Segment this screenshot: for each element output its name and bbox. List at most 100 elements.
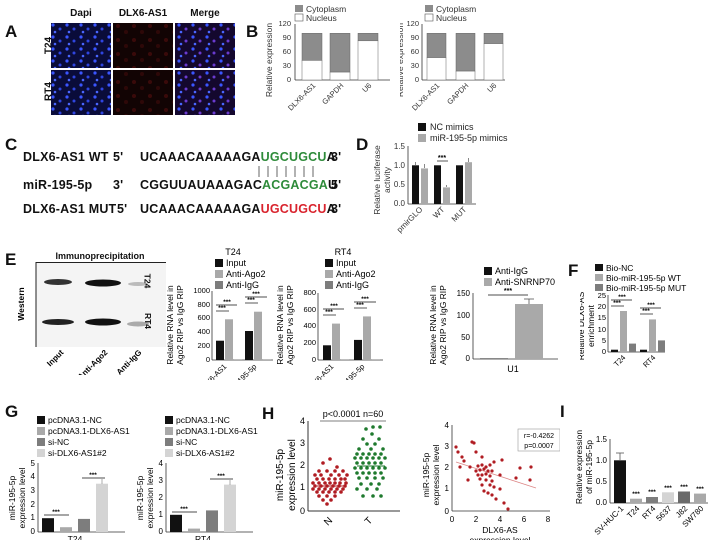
corr-xlabel-2: expression level [470, 535, 531, 540]
svg-text:0: 0 [287, 75, 291, 84]
svg-text:2: 2 [31, 500, 36, 509]
svg-text:0: 0 [300, 506, 305, 516]
svg-text:***: *** [642, 308, 650, 315]
svg-text:400: 400 [303, 321, 316, 330]
svg-text:1: 1 [445, 484, 450, 493]
svg-text:U1: U1 [507, 364, 519, 374]
svg-text:***: *** [223, 299, 231, 306]
svg-text:RT4: RT4 [641, 353, 657, 369]
svg-text:0: 0 [445, 507, 450, 516]
chart-b-right: Cytoplasm Nucleus Relative expression 12… [400, 4, 505, 112]
image-merge-t24 [175, 23, 235, 68]
svg-text:SV-HUC-1: SV-HUC-1 [593, 504, 626, 537]
svg-text:0: 0 [206, 355, 210, 364]
svg-text:RT4: RT4 [335, 247, 352, 257]
svg-text:50: 50 [461, 333, 470, 342]
chart-g-rt4: pcDNA3.1-NC pcDNA3.1-DLX6-AS1 si-NC si-D… [135, 415, 258, 540]
svg-text:150: 150 [457, 289, 471, 298]
blot-title: Immunoprecipitation [55, 251, 145, 261]
svg-text:60: 60 [283, 47, 291, 56]
svg-text:3: 3 [31, 486, 36, 495]
svg-text:Western: Western [16, 287, 26, 320]
svg-text:T: T [363, 515, 375, 527]
svg-text:0: 0 [159, 527, 164, 536]
blot-lane-labels: Input Anti-Ago2 Anti-IgG [45, 348, 143, 375]
seq-mut: UCAAACAAAAAGAUGCUGCUA [140, 202, 336, 216]
svg-text:miR-195-5p: miR-195-5p [332, 362, 366, 380]
svg-text:1.5: 1.5 [596, 435, 608, 444]
svg-text:***: *** [247, 297, 255, 304]
svg-text:***: *** [696, 486, 704, 493]
svg-text:5637: 5637 [654, 504, 673, 523]
svg-text:120: 120 [406, 19, 419, 28]
svg-text:***: *** [438, 155, 446, 162]
svg-text:T24: T24 [625, 504, 642, 521]
svg-text:pmirGLO: pmirGLO [395, 205, 424, 234]
svg-text:0: 0 [415, 75, 419, 84]
seq-name-mut: DLX6-AS1 MUT [23, 202, 117, 216]
svg-text:0.5: 0.5 [596, 477, 608, 486]
svg-text:Anti-SNRNP70: Anti-SNRNP70 [495, 277, 555, 287]
svg-text:0: 0 [450, 515, 455, 524]
svg-text:0: 0 [31, 527, 36, 536]
svg-text:4: 4 [31, 472, 36, 481]
svg-text:Relative expression: Relative expression [264, 23, 274, 97]
svg-text:Ago2 RIP vs IgG RIP: Ago2 RIP vs IgG RIP [175, 285, 185, 365]
svg-text:600: 600 [197, 313, 210, 322]
svg-text:pcDNA3.1-NC: pcDNA3.1-NC [48, 415, 102, 425]
svg-text:RT4: RT4 [195, 534, 211, 540]
svg-text:4: 4 [445, 421, 450, 430]
svg-text:Input: Input [336, 258, 357, 268]
svg-text:60: 60 [411, 47, 419, 56]
svg-text:si-NC: si-NC [48, 437, 69, 447]
panel-label-e: E [5, 250, 17, 269]
svg-text:Anti-IgG: Anti-IgG [226, 280, 259, 290]
svg-text:pcDNA3.1-DLX6-AS1: pcDNA3.1-DLX6-AS1 [176, 426, 258, 436]
seq-end3-mir: 5' [331, 178, 342, 192]
svg-text:Cytoplasm: Cytoplasm [436, 4, 476, 14]
svg-text:***: *** [361, 296, 369, 303]
seq-name-wt: DLX6-AS1 WT [23, 150, 109, 164]
svg-text:MUT: MUT [450, 205, 469, 224]
seq-end5-mir: 3' [113, 178, 124, 192]
svg-text:6: 6 [522, 515, 527, 524]
svg-text:800: 800 [303, 288, 316, 297]
blot-row-t24: T24 [142, 273, 153, 289]
svg-text:15: 15 [598, 313, 606, 322]
svg-text:r=-0.4262: r=-0.4262 [524, 433, 554, 440]
image-dapi-rt4 [51, 70, 111, 115]
svg-text:200: 200 [303, 338, 316, 347]
svg-text:1000: 1000 [193, 286, 210, 295]
svg-text:1: 1 [159, 510, 164, 519]
svg-text:***: *** [252, 291, 260, 298]
chart-f-enrichment: Bio-NC Bio-miR-195-5p WT Bio-miR-195-5p … [580, 263, 686, 369]
svg-text:***: *** [218, 305, 226, 312]
panel-label-d: D [356, 135, 369, 154]
svg-text:3: 3 [300, 438, 305, 448]
panel-label-a: A [5, 22, 18, 41]
svg-text:Anti-IgG: Anti-IgG [336, 280, 369, 290]
svg-text:2: 2 [159, 493, 164, 502]
svg-text:0.5: 0.5 [394, 180, 406, 189]
svg-text:***: *** [613, 300, 621, 307]
svg-text:5: 5 [602, 336, 606, 345]
svg-text:NC mimics: NC mimics [430, 122, 474, 132]
svg-text:DLX6-AS1: DLX6-AS1 [197, 362, 228, 380]
image-dlx6-rt4 [113, 70, 173, 115]
svg-text:T24: T24 [68, 534, 83, 540]
svg-text:Relative RNA level in: Relative RNA level in [165, 285, 175, 365]
svg-text:miR-195-5p mimics: miR-195-5p mimics [430, 133, 508, 143]
svg-text:GAPDH: GAPDH [320, 81, 345, 106]
svg-text:400: 400 [197, 327, 210, 336]
chart-e-rt4: RT4 Input Anti-Ago2 Anti-IgG Relative RN… [275, 247, 383, 380]
svg-text:GAPDH: GAPDH [445, 81, 470, 106]
svg-text:DLX6-AS1: DLX6-AS1 [304, 362, 335, 380]
svg-text:Nucleus: Nucleus [306, 13, 337, 23]
chart-g-t24: pcDNA3.1-NC pcDNA3.1-DLX6-AS1 si-NC si-D… [7, 415, 130, 540]
svg-text:4: 4 [159, 459, 164, 468]
svg-text:expression level: expression level [17, 467, 27, 528]
svg-text:***: *** [356, 302, 364, 309]
svg-text:***: *** [632, 491, 640, 498]
svg-text:N: N [322, 515, 335, 528]
